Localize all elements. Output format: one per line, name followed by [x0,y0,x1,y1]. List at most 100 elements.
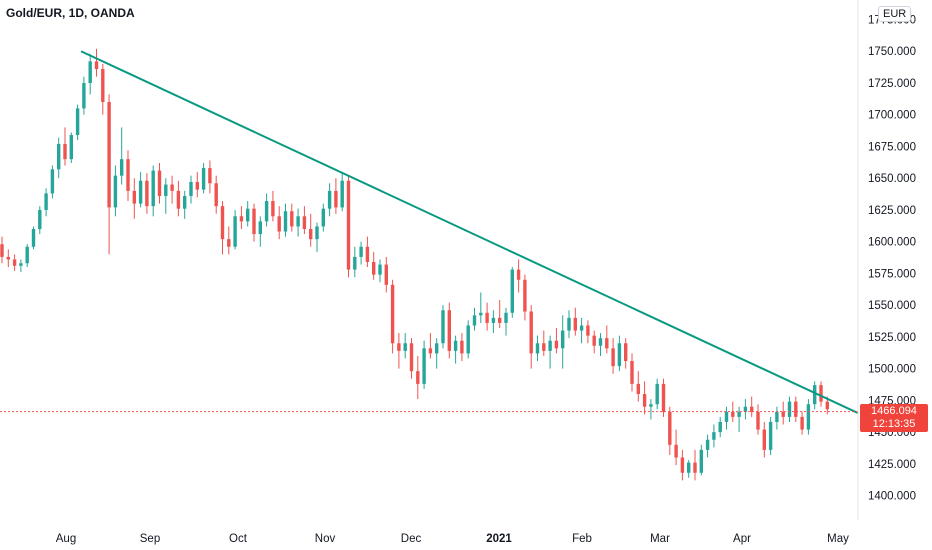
candle-body [309,228,313,240]
bar-countdown: 12:13:35 [872,418,916,430]
candle-body [69,135,73,160]
price-tick-label: 1625.000 [868,205,916,217]
candle-body [63,143,67,160]
candle-body [315,226,319,240]
candle-body [479,312,483,316]
candle [183,190,187,219]
candle-body [145,180,149,207]
candle [101,63,105,115]
candle [693,449,697,481]
candle [258,216,262,247]
candle [321,203,325,232]
candle-body [101,69,105,103]
candle [573,307,577,336]
candle-body [825,401,829,410]
candle [44,188,48,217]
candle [800,411,804,435]
candle [195,171,199,198]
candle-body [384,264,388,285]
candle-body [0,244,4,257]
candle [327,183,332,217]
candle [787,396,792,422]
candle [598,333,603,356]
candle [743,399,748,420]
candle-body [120,159,124,176]
time-tick-label: 2021 [486,533,512,545]
candle [390,279,395,354]
candle [233,209,237,250]
candle-body [535,343,540,354]
candle-body [649,404,653,407]
candle [403,333,407,359]
candle-body [283,211,288,232]
candle-body [271,201,275,217]
candle [586,320,590,344]
candle-body [258,221,262,235]
candle [409,338,414,379]
currency-badge[interactable]: EUR [878,6,912,22]
candle [819,381,823,407]
price-tick-label: 1725.000 [868,78,916,90]
candle-body [372,261,376,275]
candle [277,206,281,240]
candle-body [472,315,477,326]
candle [510,267,514,318]
last-price-value: 1466.094 [871,405,917,417]
candle-body [516,269,521,280]
candle [353,246,357,278]
candle-body [687,462,691,473]
time-tick-label: Mar [650,533,670,545]
candle-body [38,209,42,229]
candle-body [50,169,55,194]
candle [649,399,653,420]
candle-body [132,190,136,204]
candle [309,213,313,247]
candle-body [460,340,464,354]
candle [491,310,496,334]
candle-body [485,312,489,323]
candle-body [170,184,174,191]
candle-body [227,239,231,247]
candle [661,378,666,417]
time-tick-label: Sep [140,533,160,545]
candle [164,178,168,214]
candle [416,355,420,400]
candle [428,333,433,359]
candle-body [699,449,703,473]
candle-body [510,269,514,313]
candle-body [466,325,470,354]
candle-body [636,383,640,395]
trend-line[interactable] [80,50,859,414]
candle [170,175,174,204]
time-tick-label: Oct [229,533,248,545]
candle-body [504,312,508,323]
candle [498,300,502,329]
candle-body [453,340,458,351]
candle-body [435,343,439,354]
candle [630,353,634,392]
candle [340,173,344,212]
time-tick-label: Feb [572,533,592,545]
candle-body [378,264,382,275]
price-tick-label: 1400.000 [868,491,916,503]
candle-body [113,175,118,208]
candle [542,330,546,356]
candle-body [397,343,401,351]
price-tick-label: 1750.000 [868,46,916,58]
candle [567,310,571,339]
candle-body [75,108,80,136]
candle-body [642,394,647,407]
candle-body [693,462,697,473]
candle-body [88,61,92,83]
candle [214,175,218,214]
candle-body [164,184,168,196]
candle-body [359,246,363,257]
time-axis[interactable]: Aug Sep Oct Nov Dec 2021 Feb Mar Apr May [56,533,849,545]
candle-body [724,411,729,422]
candle-body [353,256,357,270]
candle-body [327,190,332,209]
symbol-title[interactable]: Gold/EUR, 1D, OANDA [6,6,135,20]
candle [75,104,80,141]
candle-body [542,343,546,351]
